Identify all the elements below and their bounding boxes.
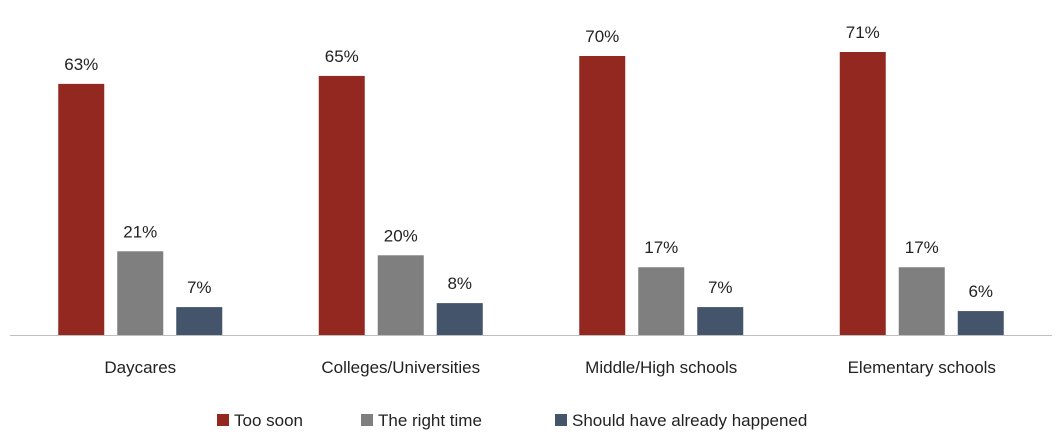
value-labels-layer: 63% 21% 7% 65% 20% 8% 70% 17% 7% 71% 17% 6% bbox=[64, 23, 993, 301]
legend-swatch bbox=[217, 414, 229, 426]
bar-should-have-already-happened bbox=[697, 307, 744, 335]
value-label: 7% bbox=[708, 278, 733, 297]
bar-the-right-time bbox=[377, 255, 424, 335]
value-label: 17% bbox=[905, 238, 939, 257]
category-label: Daycares bbox=[104, 358, 176, 377]
value-label: 70% bbox=[585, 27, 619, 46]
value-label: 7% bbox=[187, 278, 212, 297]
category-labels-layer: Daycares Colleges/Universities Middle/High… bbox=[104, 358, 996, 377]
bar-should-have-already-happened bbox=[436, 303, 483, 335]
category-label: Middle/High schools bbox=[585, 358, 737, 377]
value-label: 65% bbox=[325, 47, 359, 66]
bar-should-have-already-happened bbox=[176, 307, 223, 335]
value-label: 17% bbox=[644, 238, 678, 257]
legend-swatch bbox=[361, 414, 373, 426]
value-label: 6% bbox=[968, 282, 993, 301]
legend-label: Should have already happened bbox=[572, 411, 807, 430]
bar-too-soon bbox=[58, 83, 105, 335]
bars-layer bbox=[58, 52, 1004, 336]
value-label: 71% bbox=[846, 23, 880, 42]
bar-should-have-already-happened bbox=[957, 311, 1004, 335]
category-label: Colleges/Universities bbox=[321, 358, 480, 377]
bar-the-right-time bbox=[898, 267, 945, 335]
value-label: 20% bbox=[384, 226, 418, 245]
legend-swatch bbox=[555, 414, 567, 426]
legend-label: Too soon bbox=[234, 411, 303, 430]
bar-the-right-time bbox=[638, 267, 685, 335]
legend: Too soon The right time Should have alread… bbox=[217, 411, 807, 430]
value-label: 21% bbox=[123, 222, 157, 241]
legend-label: The right time bbox=[378, 411, 482, 430]
value-label: 8% bbox=[447, 274, 472, 293]
bar-too-soon bbox=[579, 55, 626, 336]
category-label: Elementary schools bbox=[848, 358, 996, 377]
bar-too-soon bbox=[839, 52, 886, 335]
bar-the-right-time bbox=[117, 251, 164, 335]
value-label: 63% bbox=[64, 55, 98, 74]
bar-too-soon bbox=[318, 75, 365, 335]
